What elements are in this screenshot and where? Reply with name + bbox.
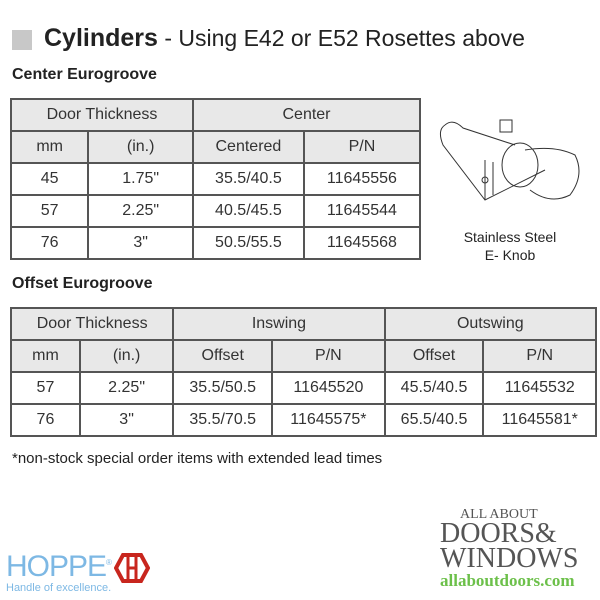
table-cell: 11645532 [482, 371, 597, 405]
table-cell: 76 [9, 226, 90, 260]
group-header: Door Thickness [10, 98, 194, 132]
center-heading: Center Eurogroove [12, 66, 157, 83]
table-cell: 35.5/70.5 [172, 403, 274, 437]
table-cell: 50.5/55.5 [192, 226, 305, 260]
column-header: Centered [192, 130, 305, 164]
table-cell: 45.5/40.5 [383, 371, 485, 405]
section-marker [12, 30, 32, 50]
group-header: Inswing [172, 307, 386, 341]
cylinder-knob-image [439, 119, 580, 201]
table-cell: 11645568 [302, 226, 422, 260]
group-header: Door Thickness [9, 307, 175, 341]
offset-heading: Offset Eurogroove [12, 275, 153, 292]
column-header: P/N [482, 339, 597, 373]
table-cell: 2.25" [78, 371, 175, 405]
column-header: mm [10, 339, 81, 373]
table-row: 76 3" 35.5/70.5 11645575* 65.5/40.5 11645581* [10, 403, 597, 437]
table-cell: 65.5/40.5 [383, 403, 485, 437]
page-title: Cylinders - Using E42 or E52 Rosettes ab… [44, 24, 525, 53]
title-subtitle: - Using E42 or E52 Rosettes above [164, 25, 525, 51]
table-cell: 3" [78, 403, 175, 437]
column-header: Offset [383, 339, 485, 373]
caption-line: E- Knob [484, 247, 536, 263]
table-cell: 11645520 [271, 371, 386, 405]
table-cell: 11645575* [271, 403, 386, 437]
table-cell: 11645544 [302, 194, 422, 228]
table-row: 57 2.25" 40.5/45.5 11645544 [9, 194, 422, 228]
table-cell: 3" [87, 226, 194, 260]
caption-line: Stainless Steel [463, 229, 557, 245]
table-row: 76 3" 50.5/55.5 11645568 [9, 226, 422, 260]
table-cell: 11645556 [302, 162, 422, 196]
column-header: Offset [172, 339, 274, 373]
column-header: mm [9, 130, 90, 164]
hoppe-hexagon-icon [114, 553, 150, 583]
footnote: *non-stock special order items with exte… [12, 450, 383, 467]
logo-url: allaboutdoors.com [440, 571, 575, 590]
column-header: (in.) [87, 130, 194, 164]
table-cell: 45 [9, 162, 90, 196]
table-cell: 76 [10, 403, 81, 437]
logo-line: DOORS& [440, 518, 557, 549]
column-header: P/N [271, 339, 386, 373]
table-cell: 11645581* [482, 403, 597, 437]
logo-line: WINDOWS [440, 543, 579, 574]
hoppe-logo: HOPPE® [6, 550, 112, 584]
registered-mark: ® [106, 558, 112, 567]
center-table: Door Thickness Center mm (in.) Centered P/N … [9, 98, 422, 260]
table-cell: 35.5/50.5 [172, 371, 274, 405]
table-row: 45 1.75" 35.5/40.5 11645556 [9, 162, 422, 196]
table-cell: 2.25" [87, 194, 194, 228]
column-header: (in.) [78, 339, 175, 373]
table-cell: 40.5/45.5 [192, 194, 305, 228]
allaboutdoors-logo: ALL ABOUT DOORS& WINDOWS allaboutdoors.c… [440, 508, 600, 590]
table-cell: 35.5/40.5 [192, 162, 305, 196]
table-cell: 1.75" [87, 162, 194, 196]
table-row: 57 2.25" 35.5/50.5 11645520 45.5/40.5 1164553… [10, 371, 597, 405]
offset-table: Door Thickness Inswing Outswing mm (in.) Off… [9, 307, 598, 437]
group-header: Center [192, 98, 421, 132]
logo-line: ALL ABOUT [460, 507, 538, 522]
group-header: Outswing [383, 307, 598, 341]
table-cell: 57 [10, 371, 81, 405]
table-cell: 57 [9, 194, 90, 228]
image-caption: Stainless Steel E- Knob [440, 228, 580, 264]
column-header: P/N [302, 130, 422, 164]
hoppe-wordmark: HOPPE [6, 550, 107, 583]
title-main: Cylinders [44, 24, 158, 52]
hoppe-tagline: Handle of excellence. [6, 582, 112, 594]
